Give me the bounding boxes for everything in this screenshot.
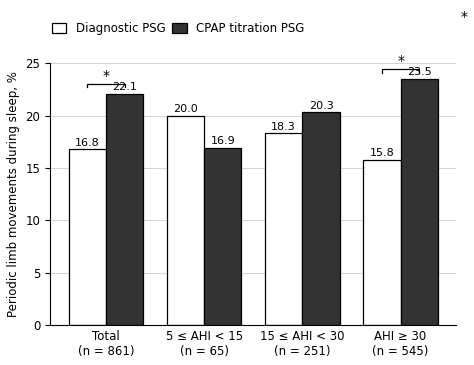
Bar <box>363 160 401 325</box>
Text: 22.1: 22.1 <box>112 82 137 92</box>
Text: *: * <box>397 54 404 68</box>
Text: *: * <box>102 69 109 83</box>
Bar <box>167 116 204 325</box>
Text: 15.8: 15.8 <box>370 148 394 158</box>
Text: 16.8: 16.8 <box>75 138 100 147</box>
Text: 23.5: 23.5 <box>407 67 432 77</box>
Text: *: * <box>460 10 467 24</box>
Legend: Diagnostic PSG, CPAP titration PSG: Diagnostic PSG, CPAP titration PSG <box>52 22 304 35</box>
Bar <box>302 112 340 325</box>
Text: 20.0: 20.0 <box>173 104 198 114</box>
Text: 16.9: 16.9 <box>210 137 235 146</box>
Bar <box>69 149 106 325</box>
Y-axis label: Periodic limb movements during sleep, %: Periodic limb movements during sleep, % <box>7 71 20 317</box>
Text: 20.3: 20.3 <box>309 101 333 111</box>
Text: 18.3: 18.3 <box>271 122 296 132</box>
Bar <box>401 79 438 325</box>
Bar <box>204 148 241 325</box>
Bar <box>106 93 143 325</box>
Bar <box>265 133 302 325</box>
